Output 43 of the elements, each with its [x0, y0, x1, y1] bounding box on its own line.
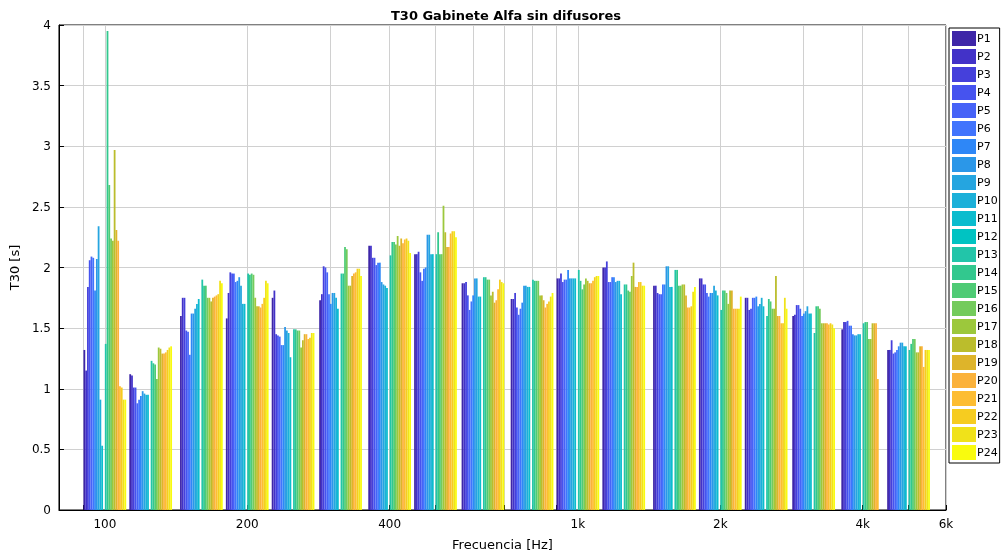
legend-label: P12 [977, 230, 998, 243]
x-tick-label: 4k [855, 517, 871, 531]
x-tick-label: 1k [570, 517, 586, 531]
y-tick-label: 2.5 [31, 199, 51, 214]
legend-label: P5 [977, 104, 991, 117]
legend-label: P11 [977, 212, 998, 225]
legend-label: P23 [977, 428, 998, 441]
legend-label: P7 [977, 140, 991, 153]
legend-label: P6 [977, 122, 991, 135]
legend-label: P14 [977, 266, 998, 279]
y-tick-label: 1 [43, 381, 51, 396]
legend-label: P1 [977, 32, 991, 45]
legend-label: P24 [977, 446, 998, 459]
legend-label: P2 [977, 50, 991, 63]
chart-title: T30 Gabinete Alfa sin difusores [390, 8, 622, 23]
legend-label: P10 [977, 194, 998, 207]
x-tick-label: 200 [235, 517, 259, 531]
legend-label: P3 [977, 68, 991, 81]
legend-label: P8 [977, 158, 991, 171]
legend-label: P18 [977, 338, 998, 351]
y-axis-title: T30 [s] [7, 244, 22, 292]
legend-label: P15 [977, 284, 998, 297]
y-tick-label: 3.5 [31, 78, 51, 93]
x-tick-label: 100 [93, 517, 117, 531]
x-tick-label: 6k [938, 517, 954, 531]
x-tick-label: 400 [378, 517, 402, 531]
y-tick-label: 4 [43, 18, 51, 32]
y-tick-label: 0 [43, 503, 51, 517]
y-tick-label: 2 [43, 260, 51, 275]
x-axis-title: Frecuencia [Hz] [452, 537, 553, 552]
y-tick-label: 3 [43, 139, 51, 154]
legend-label: P4 [977, 86, 991, 99]
legend-label: P9 [977, 176, 991, 189]
x-tick-label: 2k [713, 517, 728, 531]
legend-label: P17 [977, 320, 998, 333]
legend-label: P22 [977, 410, 998, 423]
y-tick-label: 1.5 [31, 321, 51, 336]
legend-label: P19 [977, 356, 998, 369]
legend-label: P20 [977, 374, 998, 387]
legend-label: P13 [977, 248, 998, 261]
legend-label: P21 [977, 392, 998, 405]
legend-label: P16 [977, 302, 998, 315]
y-tick-label: 0.5 [31, 442, 51, 457]
